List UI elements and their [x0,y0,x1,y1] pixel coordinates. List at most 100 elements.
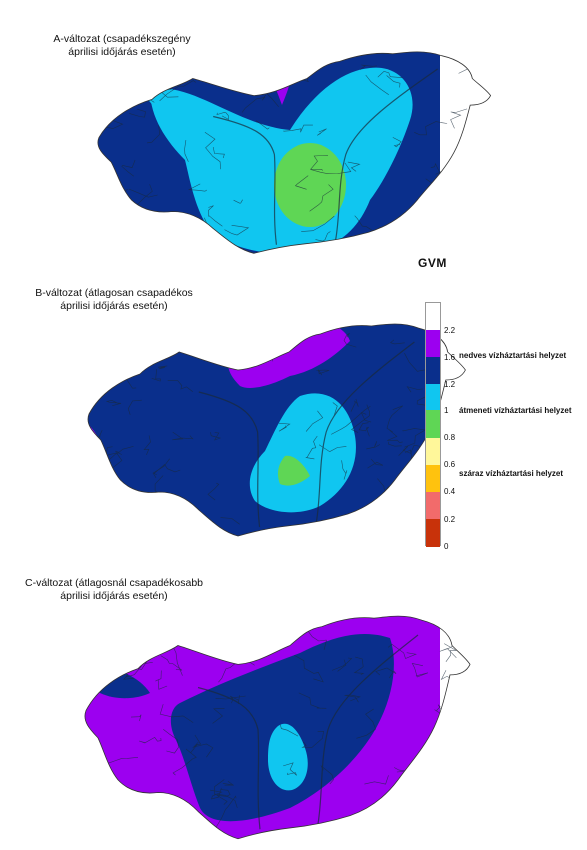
stream-line [450,108,468,129]
stream-line [224,225,250,236]
stream-line [318,444,347,453]
stream-line [128,188,158,198]
legend-tick-label: 0 [444,542,449,551]
map-a-region-cyan-west [140,90,215,113]
danube-river [198,391,261,528]
stream-line [468,144,481,169]
stream-line [122,796,145,811]
legend-category-label: száraz vízháztartási helyzet [459,469,564,478]
map-b [87,323,466,537]
map-c-border [84,615,471,840]
stream-line [222,780,234,786]
stream-line [220,517,240,525]
legend-tick-label: 0.6 [444,460,456,469]
map-a-title: A-változat (csapadékszegény áprilisi idő… [53,33,191,58]
stream-line [309,184,334,212]
stream-line [388,502,409,536]
tisza-river [317,634,419,825]
stream-line [358,422,370,437]
stream-line [262,345,274,362]
legend-swatch [426,438,440,466]
stream-line [99,804,112,811]
legend-tick-label: 1.6 [444,353,456,362]
stream-line [320,764,334,785]
stream-line [129,108,146,118]
stream-line [163,729,179,754]
stream-line [458,58,478,74]
stream-line [301,730,324,748]
stream-line [452,166,479,183]
map-c-region-cyan [268,723,308,791]
stream-line [388,643,417,659]
stream-line [130,714,142,722]
legend-tick-label: 2.2 [444,326,456,335]
stream-line [389,245,406,254]
legend-tick-label: 0.4 [444,487,456,496]
stream-line [411,457,424,462]
stream-line [210,787,223,800]
map-b-region-navy [87,324,440,536]
danube-river [197,686,261,830]
stream-line [172,431,194,441]
legend-swatch [426,356,440,384]
stream-line [392,137,402,148]
legend-swatch [426,383,440,411]
stream-line [157,365,168,370]
stream-line [202,337,231,349]
stream-line [438,717,455,731]
stream-line [127,399,142,415]
tisza-river [335,68,438,241]
stream-line [377,70,403,78]
stream-line [419,826,431,836]
map-c-title: C-változat (átlagosnál csapadékosabb ápr… [24,577,204,602]
map-a-border [97,51,492,254]
stream-line [394,489,412,503]
stream-line [172,644,183,676]
map-b-region-green [277,455,310,486]
stream-line [445,755,456,764]
stream-line [118,497,145,508]
stream-line [103,757,139,766]
stream-line [139,737,162,744]
map-a [97,51,492,254]
stream-line [159,704,194,723]
stream-line [316,369,330,376]
stream-line [125,237,138,254]
stream-line [309,155,329,171]
stream-line [190,734,202,754]
map-b-border [87,323,466,537]
legend-tick-label: 1.2 [444,380,456,389]
stream-line [157,71,183,83]
stream-line [365,74,389,96]
stream-line [387,430,403,443]
stream-line [117,479,123,499]
stream-line [360,64,377,70]
stream-line [347,161,361,172]
stream-line [151,369,161,382]
stream-line [402,794,420,805]
stream-line [143,435,151,456]
stream-line [456,232,480,250]
stream-line [343,332,357,348]
stream-line [315,231,331,242]
stream-line [280,724,299,737]
stream-line [146,125,161,144]
stream-line [138,74,152,94]
stream-line [305,410,324,432]
stream-line [216,111,229,120]
stream-line [188,183,207,192]
stream-line [294,175,309,190]
map-c [84,615,471,840]
stream-line [167,380,193,392]
stream-line [398,444,424,456]
stream-line [364,775,389,785]
stream-line [298,692,327,709]
legend-swatch [426,303,440,330]
stream-line [160,655,183,671]
stream-line [430,162,441,175]
stream-line [283,762,297,776]
legend-category-label: nedves vízháztartási helyzet [459,351,567,360]
stream-line [278,422,291,432]
legend-tick-label: 1 [444,406,449,415]
stream-line [353,656,365,676]
